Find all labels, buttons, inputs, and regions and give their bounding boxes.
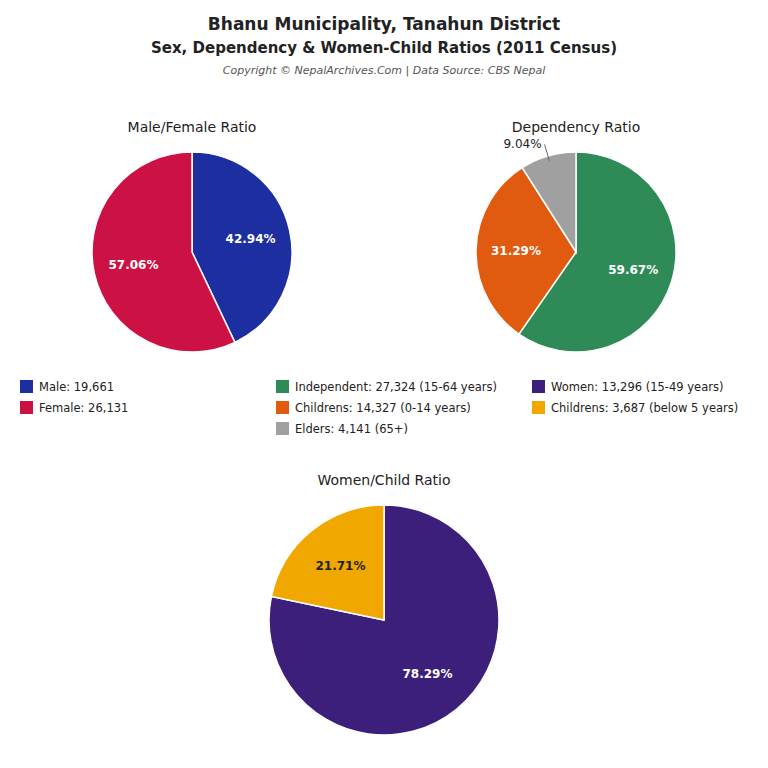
chart-title: Male/Female Ratio: [128, 119, 257, 135]
legend-entry: Elders: 4,141 (65+): [295, 422, 408, 436]
data-labels: 42.94% 57.06%: [108, 232, 275, 272]
pie-chart: Dependency Ratio 59.67% 31.29% 9.04%: [476, 119, 676, 352]
data-label: 31.29%: [491, 244, 541, 258]
slices: [92, 152, 292, 352]
pie-slice: [271, 505, 384, 620]
legend-swatch: [532, 380, 545, 393]
data-label: 78.29%: [403, 667, 453, 681]
chart-title: Women/Child Ratio: [317, 472, 450, 488]
legend-swatch: [532, 401, 545, 414]
slices: [476, 152, 676, 352]
data-label: 42.94%: [226, 232, 276, 246]
pie-chart: Women/Child Ratio 78.29% 21.71%: [269, 472, 499, 735]
data-label: 9.04%: [503, 137, 541, 151]
data-label: 21.71%: [316, 559, 366, 573]
page-title: Bhanu Municipality, Tanahun District: [208, 14, 560, 34]
annotation: Copyright © NepalArchives.Com | Data Sou…: [223, 64, 545, 77]
chart-canvas: Bhanu Municipality, Tanahun District Sex,…: [0, 0, 768, 768]
pie-slice: [522, 152, 576, 252]
legend-swatch: [20, 380, 33, 393]
legend-swatch: [20, 401, 33, 414]
legend-entry: Childrens: 14,327 (0-14 years): [295, 401, 471, 415]
data-label: 57.06%: [108, 258, 158, 272]
legend-entry: Female: 26,131: [39, 401, 128, 415]
legend-swatch: [276, 401, 289, 414]
leader-line: [545, 144, 550, 160]
pie-slice: [92, 152, 235, 352]
legend-entry: Male: 19,661: [39, 380, 114, 394]
data-labels: 78.29% 21.71%: [316, 559, 453, 680]
legend-swatch: [276, 422, 289, 435]
data-labels: 59.67% 31.29% 9.04%: [491, 137, 658, 276]
chart-title: Dependency Ratio: [512, 119, 641, 135]
legend-entry: Childrens: 3,687 (below 5 years): [551, 401, 738, 415]
legend-entry: Women: 13,296 (15-49 years): [551, 380, 723, 394]
legend-swatch: [276, 380, 289, 393]
data-label: 59.67%: [608, 263, 658, 277]
pie-slice: [269, 505, 499, 735]
legend-entry: Independent: 27,324 (15-64 years): [295, 380, 497, 394]
background: [0, 0, 768, 768]
pie-chart: Male/Female Ratio 42.94% 57.06%: [92, 119, 292, 352]
legend: Male: 19,661 Female: 26,131 Independent: 2…: [20, 380, 738, 436]
slices: [269, 505, 499, 735]
page-subtitle: Sex, Dependency & Women-Child Ratios (20…: [151, 39, 617, 57]
